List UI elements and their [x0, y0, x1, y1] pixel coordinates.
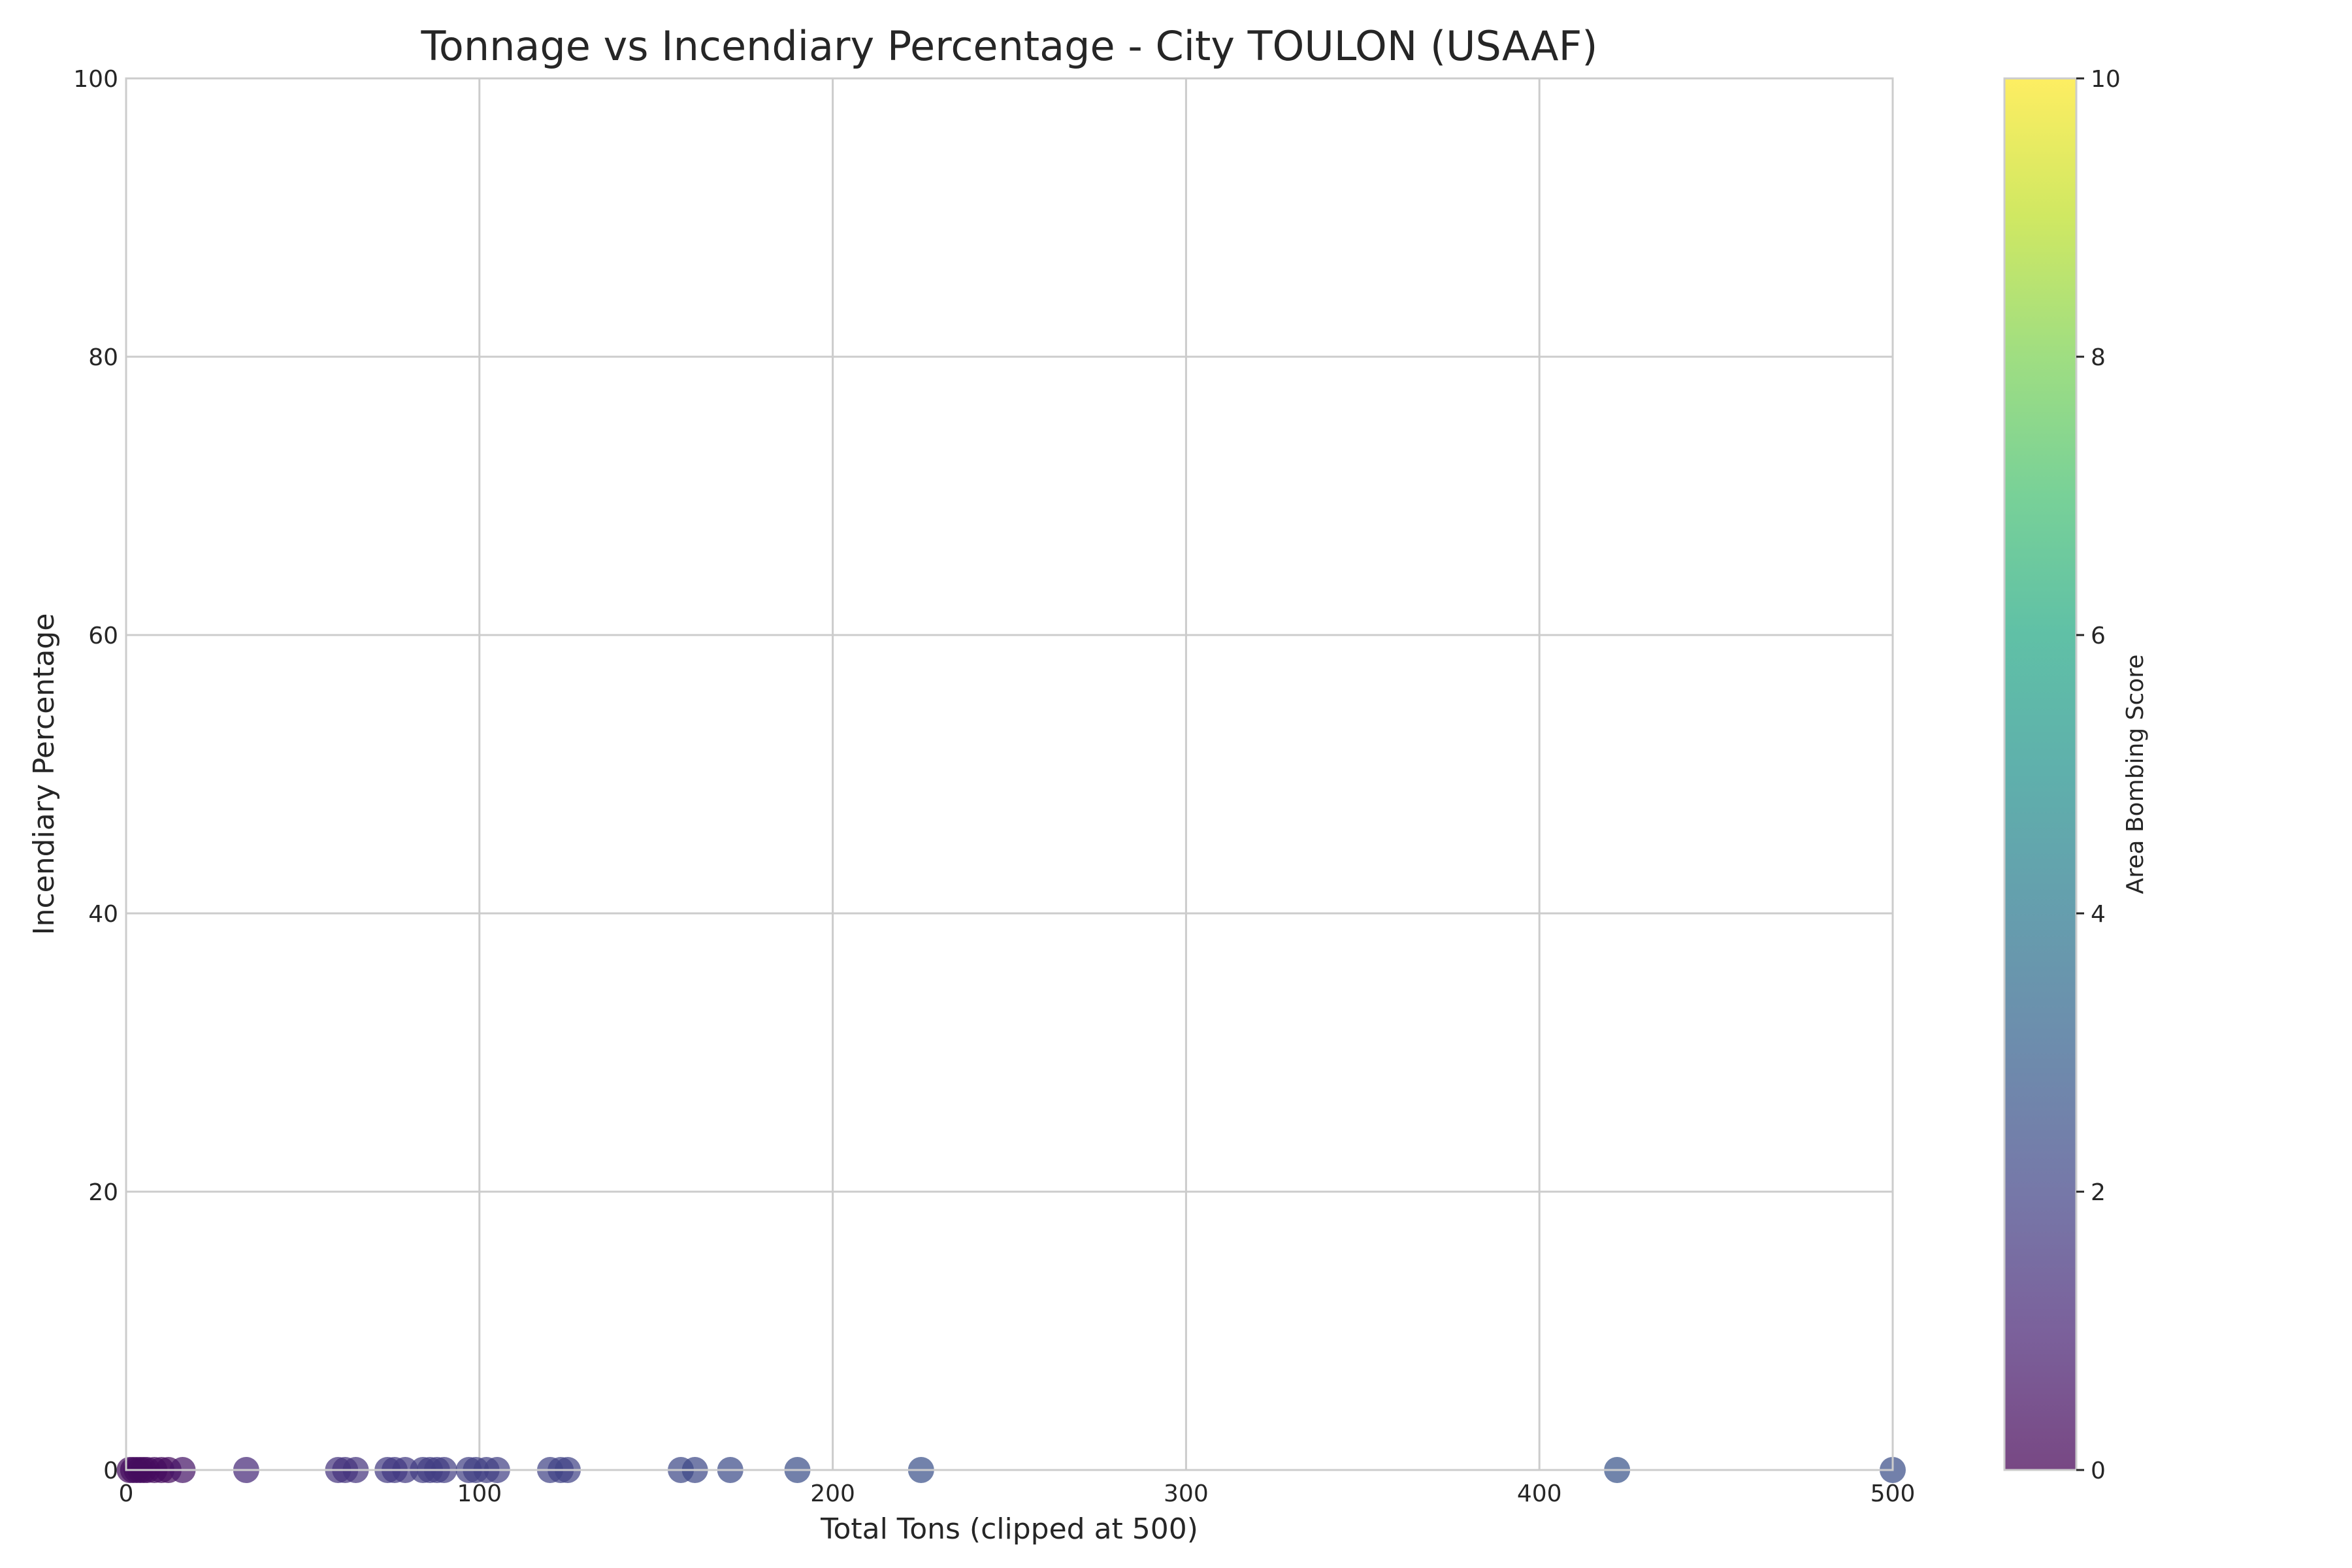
colorbar-tick-label: 6	[2091, 623, 2106, 649]
x-axis-ticks: 0 100 200 300 400 500	[119, 1480, 1916, 1507]
colorbar-ticks: 0 2 4 6 8 10	[2076, 66, 2121, 1484]
colorbar-tick-label: 2	[2091, 1179, 2106, 1206]
y-axis-label: Incendiary Percentage	[27, 613, 61, 936]
x-tick-label: 200	[810, 1480, 855, 1507]
plot-frame	[125, 77, 1894, 1471]
y-tick-label: 0	[103, 1458, 118, 1484]
x-tick-label: 0	[119, 1480, 134, 1507]
colorbar-label: Area Bombing Score	[2122, 655, 2149, 894]
x-axis-label: Total Tons (clipped at 500)	[820, 1512, 1198, 1546]
x-tick-label: 500	[1870, 1480, 1916, 1507]
y-tick-label: 20	[88, 1179, 118, 1206]
colorbar	[2003, 77, 2078, 1471]
colorbar-tick-label: 4	[2091, 901, 2106, 928]
colorbar-tick-label: 0	[2091, 1458, 2106, 1484]
y-tick-label: 40	[88, 901, 118, 928]
grid	[125, 77, 1894, 1471]
y-tick-label: 100	[73, 66, 118, 93]
x-tick-label: 300	[1164, 1480, 1209, 1507]
colorbar-tick-label: 8	[2091, 344, 2106, 371]
x-tick-label: 100	[457, 1480, 502, 1507]
y-tick-label: 80	[88, 344, 118, 371]
x-tick-label: 400	[1517, 1480, 1562, 1507]
chart-title: Tonnage vs Incendiary Percentage - City …	[421, 22, 1598, 70]
y-tick-label: 60	[88, 623, 118, 649]
y-axis-ticks: 0 20 40 60 80 100	[73, 66, 118, 1484]
colorbar-tick-label: 10	[2091, 66, 2121, 93]
